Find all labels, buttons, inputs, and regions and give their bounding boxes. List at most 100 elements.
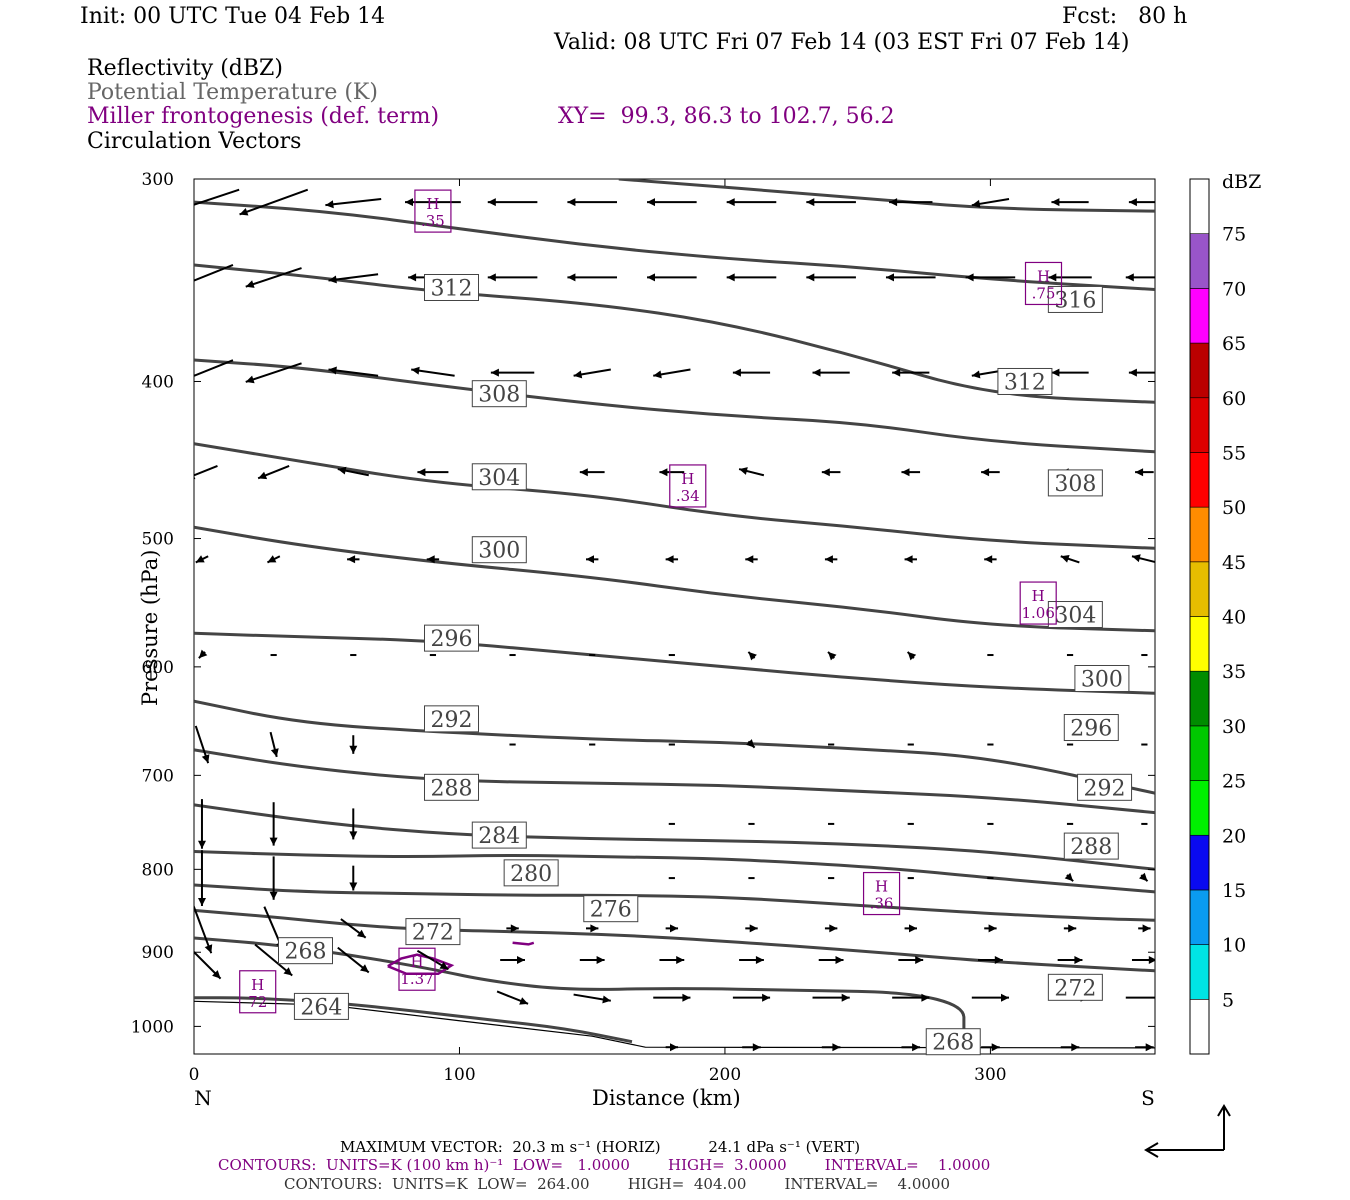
fronto-max-letter: H [1037, 267, 1050, 285]
vector-head [239, 208, 249, 216]
circulation-vector [978, 956, 1003, 964]
circulation-vector [746, 739, 756, 749]
circulation-vector [821, 468, 841, 477]
vector-head [171, 283, 180, 290]
theta-label-304: 304 [471, 463, 527, 491]
y-tick-label: 300 [142, 170, 174, 190]
vector-head [490, 368, 499, 377]
vector-head [1074, 956, 1083, 964]
circulation-vector [898, 956, 924, 964]
theta-label-box [997, 367, 1053, 395]
vector-head [988, 924, 997, 933]
vector-head [971, 370, 981, 379]
vector-head [1148, 956, 1155, 964]
vector-head [971, 199, 981, 208]
colorbar-label: 65 [1222, 333, 1246, 355]
colorbar-segment [1189, 780, 1210, 836]
vector-head [325, 200, 334, 209]
fronto-max-box [669, 464, 707, 508]
circulation-vector [487, 198, 538, 207]
vector-head [904, 555, 913, 564]
theta-label-text: 308 [478, 383, 520, 408]
circulation-vector [349, 735, 358, 754]
circulation-vector [1057, 956, 1083, 964]
circulation-vector [745, 555, 758, 564]
circulation-vector [586, 555, 599, 564]
vector-head [915, 956, 924, 964]
theta-label-box [471, 463, 527, 491]
theta-label-text: 296 [1070, 717, 1112, 742]
theta-label-text: 268 [284, 940, 326, 965]
vector-shaft [245, 267, 302, 288]
vector-scale-arrows [1144, 1104, 1231, 1158]
vector-head [746, 739, 755, 748]
circulation-vector [904, 924, 917, 933]
vector-head [411, 366, 420, 375]
vector-head [1128, 368, 1137, 377]
theta-label-268: 268 [925, 1028, 981, 1056]
theta-label-box [424, 705, 480, 733]
x-tick-label: 300 [974, 1065, 1006, 1085]
vector-head [886, 273, 894, 282]
vector-head [510, 924, 519, 933]
vector-head [806, 273, 815, 282]
theta-label-296: 296 [424, 624, 480, 652]
vector-head [1135, 468, 1144, 477]
vector-shaft [325, 197, 382, 207]
max-vector-note: MAXIMUM VECTOR: 20.3 m s⁻¹ (HORIZ) 24.1 … [340, 1138, 861, 1156]
circulation-vector [1128, 368, 1155, 377]
forecast-hour: Fcst: 80 h [1062, 4, 1188, 29]
theta-contour-316 [194, 200, 1155, 291]
x-end-label-south: S [1141, 1086, 1155, 1110]
theta-label-312: 312 [997, 367, 1053, 395]
fronto-max-box [1024, 261, 1063, 306]
vector-head [267, 555, 277, 563]
init-time: Init: 00 UTC Tue 04 Feb 14 [80, 4, 386, 29]
circulation-vector [573, 368, 611, 379]
theta-contour-280 [194, 850, 1155, 894]
vector-head [579, 468, 588, 477]
vector-head [1068, 924, 1077, 933]
colorbar-label: 45 [1222, 552, 1246, 574]
vector-head [726, 273, 735, 282]
circulation-vector [194, 904, 213, 954]
vector-head [586, 555, 594, 564]
circulation-vector [732, 368, 771, 377]
theta-label-box [424, 773, 480, 801]
fronto-max-box [414, 189, 452, 233]
y-tick-label: 900 [142, 943, 174, 963]
vector-head [328, 275, 337, 284]
vector-head [732, 368, 741, 377]
theta-contour-304 [194, 442, 1155, 550]
theta-label-text: 304 [1054, 604, 1096, 629]
circulation-vector [239, 188, 309, 216]
colorbar-segment [1189, 725, 1210, 781]
fronto-max-value: .34 [676, 487, 700, 505]
vector-head [258, 471, 268, 480]
vector-head [1128, 198, 1137, 207]
fronto-max-value: 1.06 [1021, 604, 1054, 622]
circulation-vector [818, 956, 844, 964]
theta-label-272: 272 [1047, 973, 1103, 1001]
vector-shaft [194, 264, 234, 282]
theta-label-292: 292 [424, 705, 480, 733]
circulation-vector [659, 956, 685, 964]
vector-head [439, 961, 449, 970]
vector-head [812, 368, 821, 377]
circulation-vector [984, 924, 997, 933]
vector-head [405, 198, 413, 207]
vector-head [270, 748, 279, 757]
vector-head [921, 993, 930, 1002]
y-tick-label: 400 [142, 372, 174, 392]
circulation-vector [726, 273, 777, 282]
colorbar-label: 35 [1222, 661, 1246, 683]
vector-head [1071, 1043, 1080, 1052]
colorbar-label: 5 [1222, 989, 1234, 1011]
fronto-max-box [1019, 581, 1057, 625]
vector-head [417, 468, 426, 477]
vector-head [912, 1043, 921, 1052]
theta-label-box [293, 992, 349, 1020]
theta-label-box [1063, 714, 1119, 742]
theta-label-box [1047, 469, 1103, 497]
